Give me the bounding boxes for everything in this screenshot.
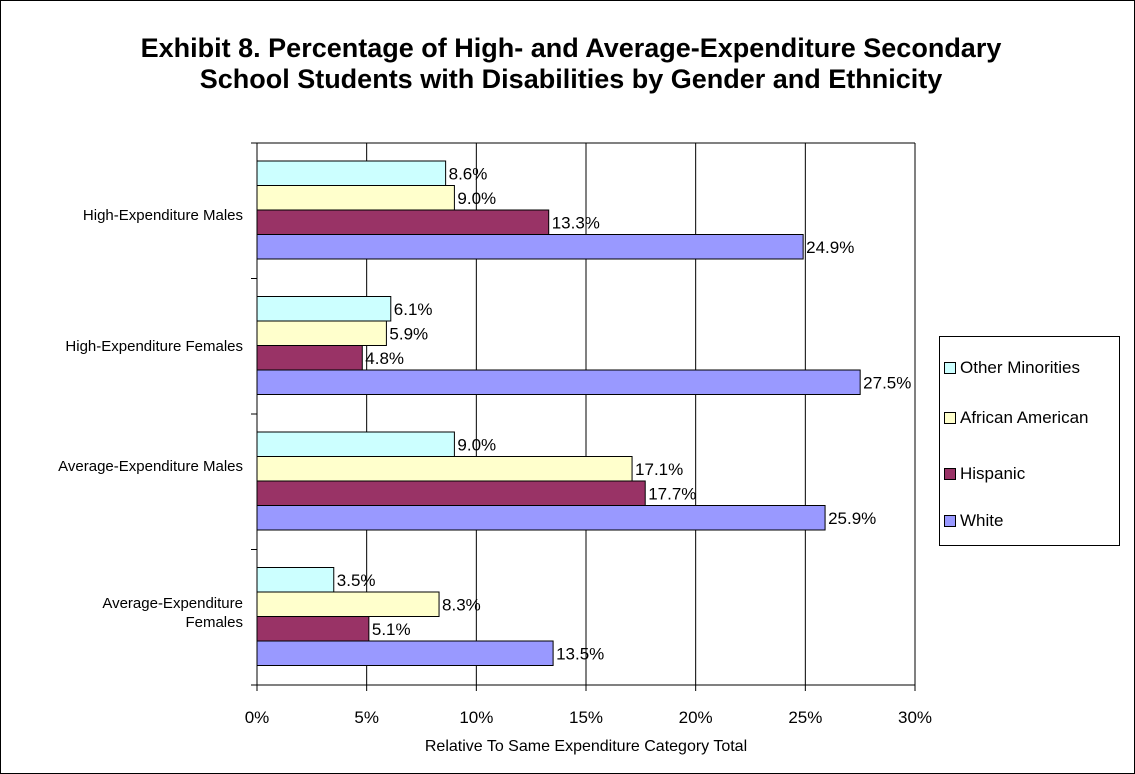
bar-african-american-high-expenditure-males bbox=[256, 185, 455, 211]
legend-swatch-african-american bbox=[944, 412, 956, 424]
data-label-other-minorities-high-expenditure-males: 8.6% bbox=[449, 164, 488, 183]
data-label-other-minorities-average-expenditure-females: 3.5% bbox=[337, 571, 376, 590]
bar-african-american-average-expenditure-females bbox=[256, 591, 440, 617]
bar-hispanic-average-expenditure-females bbox=[256, 616, 370, 642]
legend-label-hispanic: Hispanic bbox=[960, 464, 1026, 483]
data-label-other-minorities-average-expenditure-males: 9.0% bbox=[457, 435, 496, 454]
data-label-white-average-expenditure-males: 25.9% bbox=[828, 509, 876, 528]
category-label-high-females: High-Expenditure Females bbox=[65, 338, 243, 355]
bar-other-minorities-average-expenditure-males bbox=[256, 431, 455, 457]
bar-other-minorities-average-expenditure-females bbox=[256, 567, 335, 593]
data-label-white-average-expenditure-females: 13.5% bbox=[556, 644, 604, 663]
legend-label-white: White bbox=[960, 511, 1004, 530]
bar-other-minorities-high-expenditure-males bbox=[256, 160, 447, 186]
bar-white-high-expenditure-males bbox=[256, 234, 804, 260]
data-label-african-american-average-expenditure-females: 8.3% bbox=[442, 595, 481, 614]
x-tick-label: 25% bbox=[788, 708, 822, 727]
x-tick-label: 10% bbox=[459, 708, 493, 727]
category-label-average-females: Average-Expenditure Females bbox=[102, 595, 243, 631]
data-label-hispanic-average-expenditure-males: 17.7% bbox=[648, 484, 696, 503]
bar-african-american-high-expenditure-females bbox=[256, 320, 387, 346]
bar-hispanic-high-expenditure-males bbox=[256, 209, 550, 235]
legend-swatch-other-minorities bbox=[944, 362, 956, 374]
legend-swatch-white bbox=[944, 515, 956, 527]
data-label-hispanic-high-expenditure-females: 4.8% bbox=[365, 349, 404, 368]
legend-item-african-american: African American bbox=[944, 408, 1089, 428]
bar-white-average-expenditure-males bbox=[256, 505, 826, 531]
x-tick-label: 30% bbox=[898, 708, 932, 727]
category-label-average-males: Average-Expenditure Males bbox=[58, 458, 243, 475]
legend-item-hispanic: Hispanic bbox=[944, 464, 1025, 484]
legend-item-white: White bbox=[944, 511, 1003, 531]
bar-african-american-average-expenditure-males bbox=[256, 456, 633, 482]
data-label-hispanic-average-expenditure-females: 5.1% bbox=[372, 620, 411, 639]
x-tick-label: 5% bbox=[354, 708, 379, 727]
legend-label-african-american: African American bbox=[960, 408, 1089, 427]
bar-white-average-expenditure-females bbox=[256, 640, 554, 666]
data-label-other-minorities-high-expenditure-females: 6.1% bbox=[394, 300, 433, 319]
x-tick-label: 20% bbox=[679, 708, 713, 727]
data-label-african-american-average-expenditure-males: 17.1% bbox=[635, 460, 683, 479]
x-tick-label: 0% bbox=[245, 708, 270, 727]
legend-swatch-hispanic bbox=[944, 468, 956, 480]
data-label-african-american-high-expenditure-males: 9.0% bbox=[457, 189, 496, 208]
chart-title: Exhibit 8. Percentage of High- and Avera… bbox=[140, 33, 1002, 94]
x-axis-title: Relative To Same Expenditure Category To… bbox=[424, 738, 748, 755]
bar-hispanic-high-expenditure-females bbox=[256, 345, 363, 371]
legend-item-other-minorities: Other Minorities bbox=[944, 358, 1080, 378]
data-label-hispanic-high-expenditure-males: 13.3% bbox=[552, 213, 600, 232]
data-label-white-high-expenditure-females: 27.5% bbox=[863, 373, 911, 392]
data-label-white-high-expenditure-males: 24.9% bbox=[806, 238, 854, 257]
category-label-high-males: High-Expenditure Males bbox=[82, 207, 243, 224]
bar-hispanic-average-expenditure-males bbox=[256, 480, 646, 506]
bar-other-minorities-high-expenditure-females bbox=[256, 296, 392, 322]
bar-white-high-expenditure-females bbox=[256, 369, 861, 395]
x-tick-label: 15% bbox=[569, 708, 603, 727]
data-label-african-american-high-expenditure-females: 5.9% bbox=[389, 324, 428, 343]
legend: Other Minorities African American Hispan… bbox=[939, 336, 1120, 546]
legend-label-other-minorities: Other Minorities bbox=[960, 358, 1080, 377]
